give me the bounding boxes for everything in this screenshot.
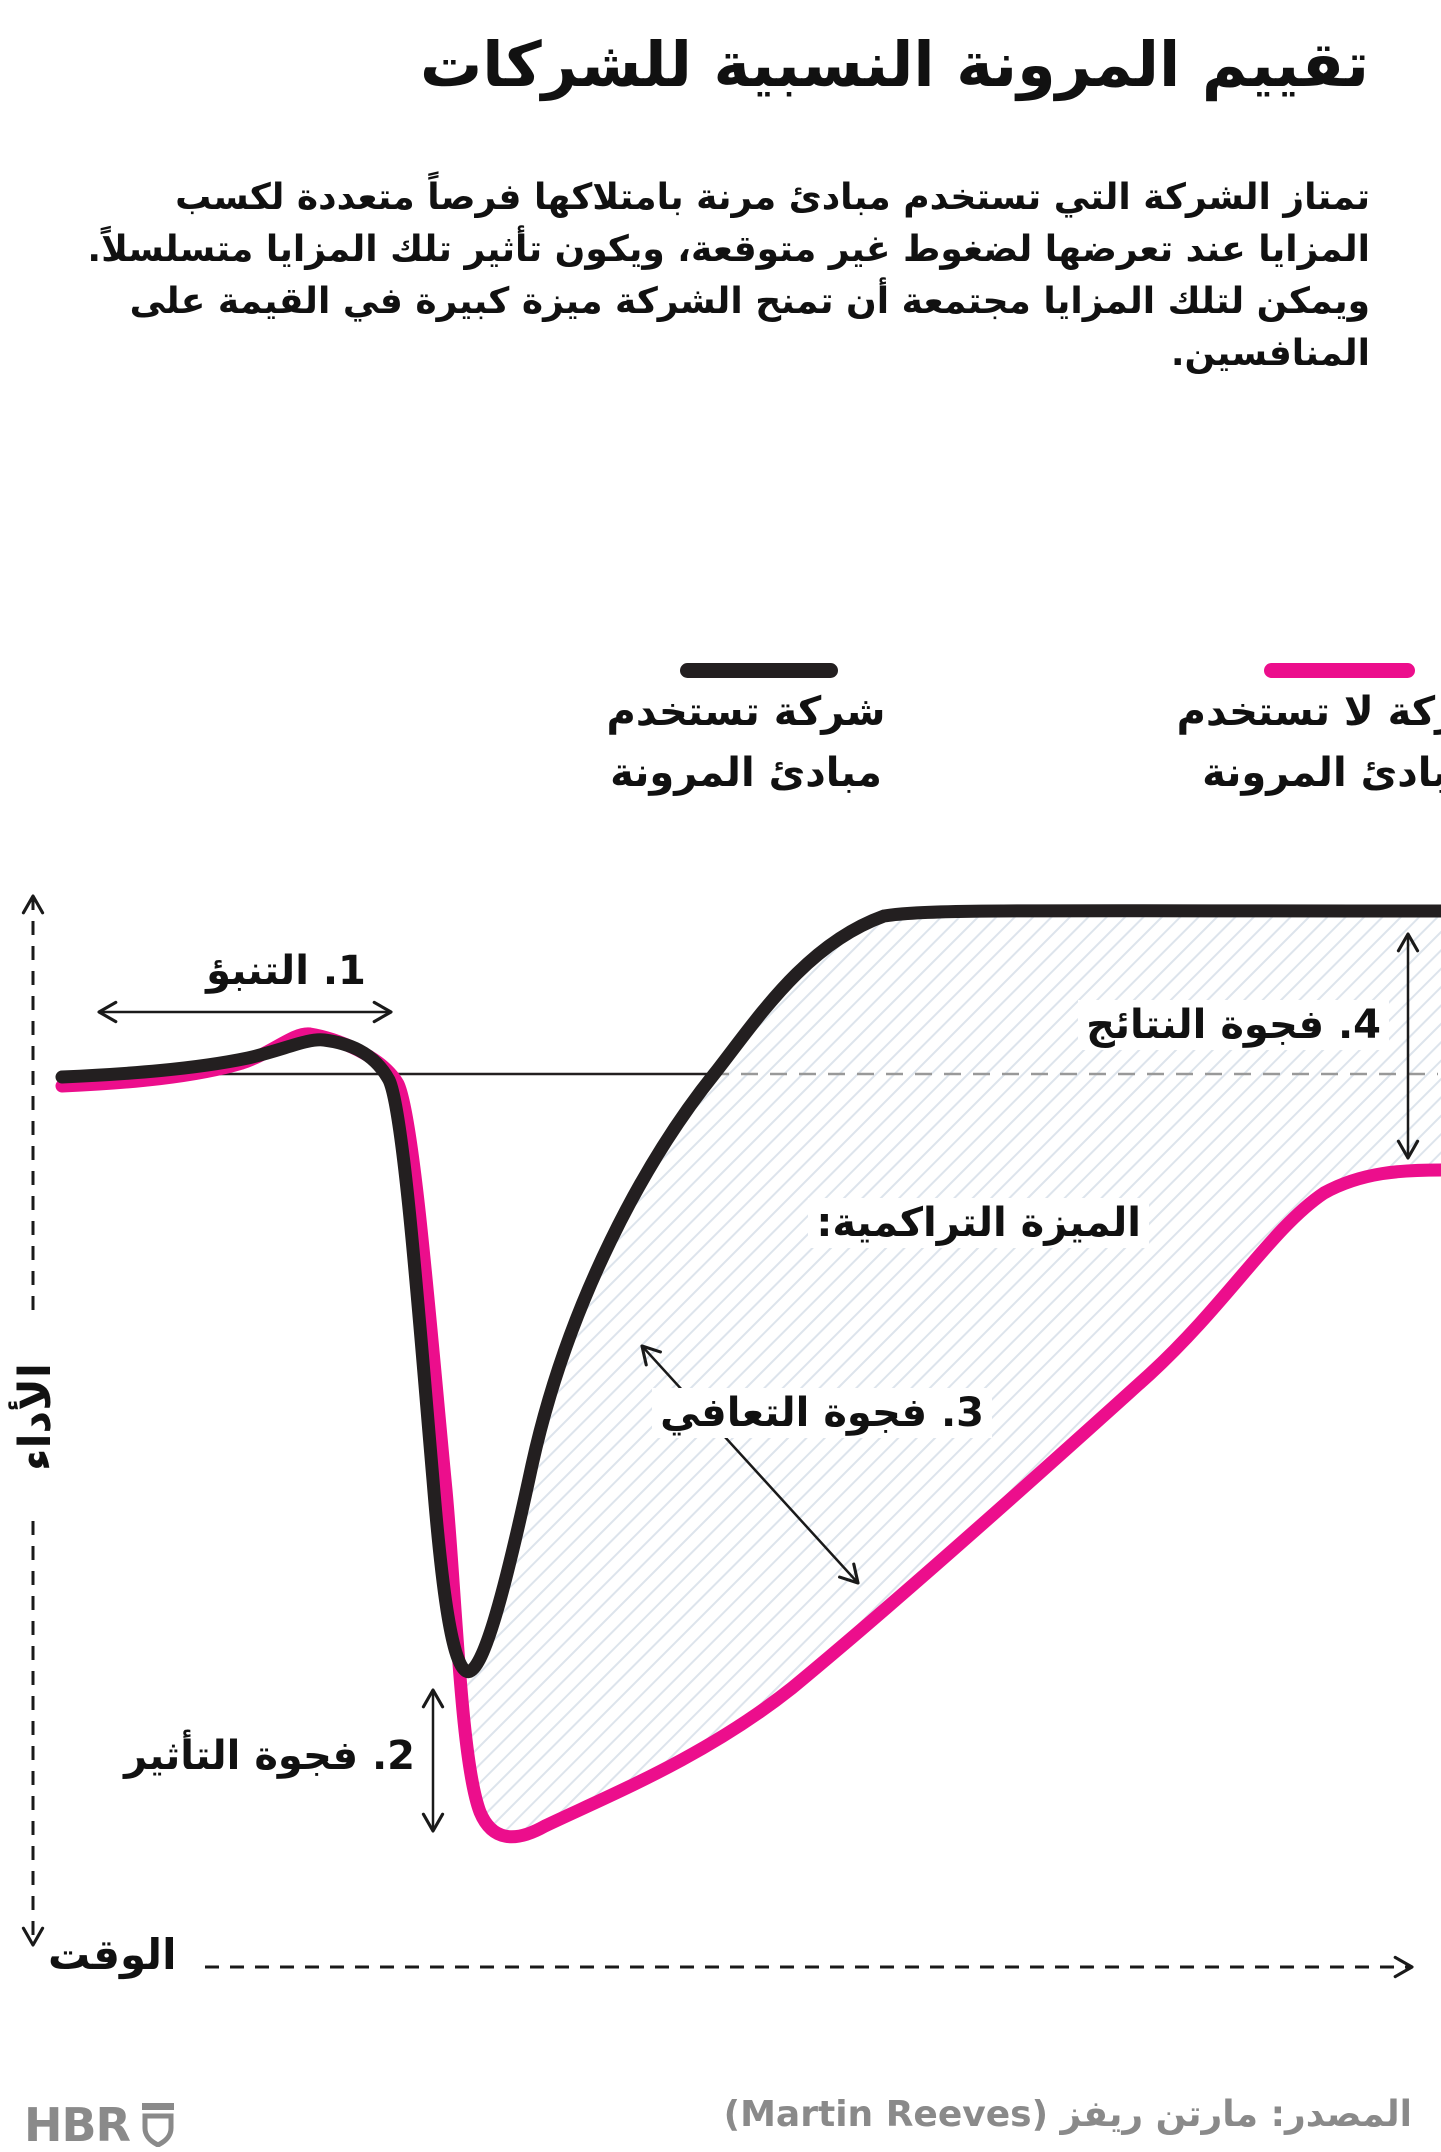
intro-line-3: ويمكن لتلك المزايا مجتمعة أن تمنح الشركة… <box>129 281 1370 322</box>
legend-non-resilient-line1: شركة لا تستخدم <box>1176 689 1441 735</box>
annotation-outcomes-gap: 4. فجوة النتائج <box>1078 1000 1389 1050</box>
cumulative-advantage-area <box>437 910 1441 1837</box>
hbr-logo: HBR <box>24 2098 177 2152</box>
legend-swatch-non-resilient <box>1264 663 1415 678</box>
x-axis-title: الوقت <box>48 1930 177 1979</box>
intro-line-2: المزايا عند تعرضها لضغوط غير متوقعة، ويك… <box>87 229 1370 270</box>
intro-line-1: تمتاز الشركة التي تستخدم مبادئ مرنة بامت… <box>175 177 1370 218</box>
intro-paragraph: تمتاز الشركة التي تستخدم مبادئ مرنة بامت… <box>87 172 1370 380</box>
legend-resilient-line1: شركة تستخدم <box>606 689 886 735</box>
annotation-anticipation: 1. التنبؤ <box>206 948 366 994</box>
recovery-gap-arrow <box>640 1344 860 1585</box>
page-title: تقييم المرونة النسبية للشركات <box>419 28 1370 101</box>
legend-resilient-line2: مبادئ المرونة <box>610 750 882 796</box>
annotation-recovery-gap: 3. فجوة التعافي <box>652 1388 992 1438</box>
hbr-shield-icon <box>141 2103 177 2147</box>
legend-label-resilient: شركة تستخدم مبادئ المرونة <box>546 682 946 804</box>
hbr-logo-text: HBR <box>24 2098 131 2152</box>
y-axis-title: الأداء <box>6 1317 66 1517</box>
legend-label-non-resilient: شركة لا تستخدم مبادئ المرونة <box>1138 682 1441 804</box>
legend-non-resilient-line2: مبادئ المرونة <box>1202 750 1441 796</box>
source-credit: المصدر: مارتن ريفز (Martin Reeves) <box>723 2094 1412 2135</box>
legend-swatch-resilient <box>680 663 838 678</box>
annotation-cumulative-advantage: الميزة التراكمية: <box>808 1198 1149 1248</box>
curve-resilient <box>55 904 1441 1678</box>
intro-line-4: المنافسين. <box>1170 333 1370 374</box>
annotation-impact-gap: 2. فجوة التأثير <box>124 1733 415 1779</box>
